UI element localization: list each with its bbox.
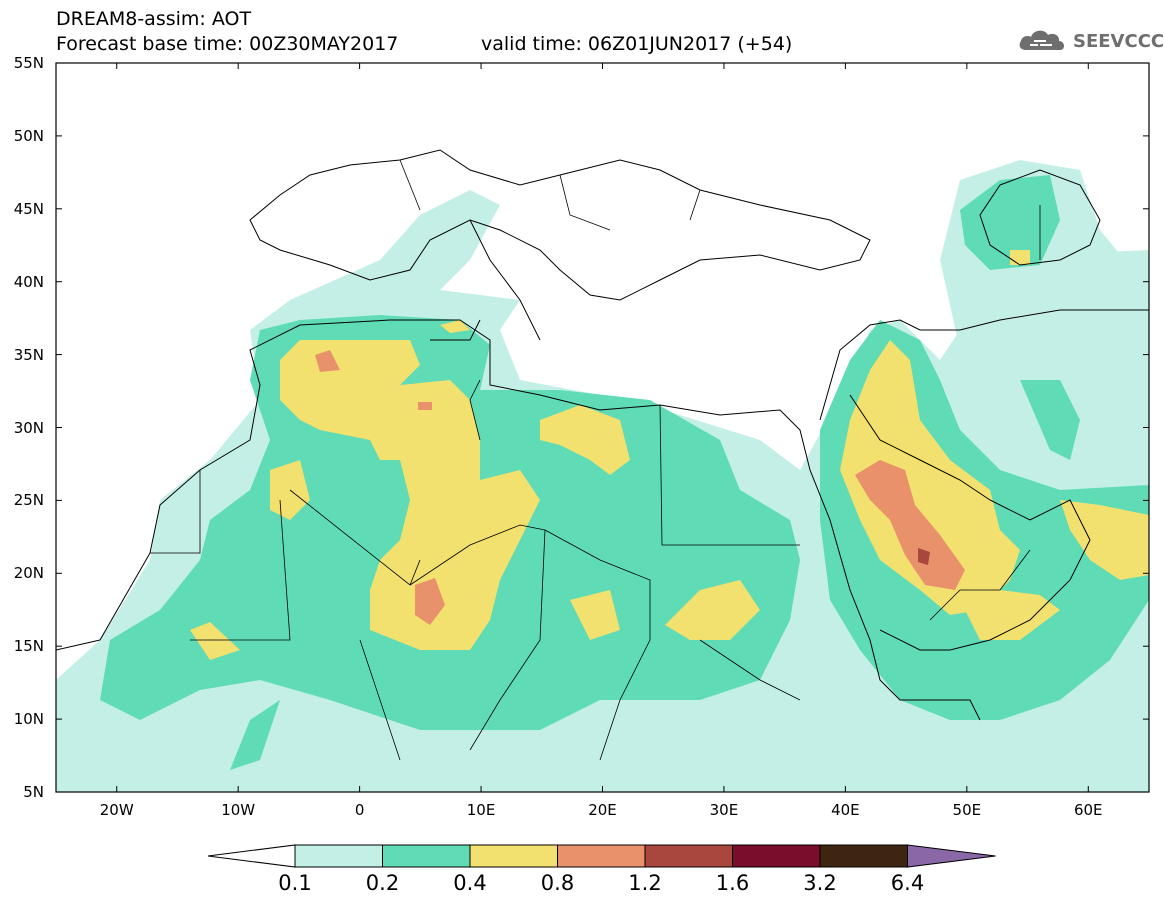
lat-tick-label: 40N: [13, 272, 44, 291]
map-title: DREAM8-assim: AOT: [56, 8, 252, 30]
colorbar-label: 3.2: [803, 871, 837, 895]
aot-band-1-2: [918, 548, 930, 565]
lat-tick-label: 5N: [23, 783, 44, 801]
lon-tick-label: 20W: [99, 801, 134, 819]
lat-tick-label: 10N: [13, 710, 44, 729]
lat-tick-label: 20N: [13, 564, 44, 583]
axis-ticks: [56, 62, 1149, 793]
colorbar-high-arrow: [907, 844, 996, 868]
lon-tick-label: 30E: [709, 801, 739, 819]
colorbar-cell: [382, 844, 471, 868]
colorbar-label: 0.1: [278, 871, 312, 895]
colorbar-cell: [819, 844, 908, 868]
colorbar-label: 0.8: [540, 871, 575, 895]
lon-tick-label: 10W: [221, 801, 256, 819]
lat-tick-label: 55N: [13, 54, 44, 72]
lon-tick-label: 50E: [952, 801, 982, 819]
lat-tick-label: 45N: [13, 199, 44, 218]
colorbar-cell: [294, 844, 383, 868]
colorbar-label: 6.4: [890, 871, 925, 895]
country-borders: [150, 159, 1041, 761]
colorbar-cell: [557, 844, 646, 868]
lon-tick-label: 40E: [831, 801, 860, 819]
cloud-logo-icon: [1019, 30, 1065, 50]
lat-tick-label: 50N: [13, 126, 44, 145]
colorbar-low-arrow: [207, 844, 296, 868]
colorbar-label: 1.6: [715, 871, 750, 895]
colorbar-cell: [469, 844, 558, 868]
coastlines: [56, 149, 1149, 721]
lon-tick-label: 10E: [466, 801, 496, 819]
colorbar-label: 0.4: [453, 871, 487, 895]
lat-tick-label: 30N: [13, 418, 44, 437]
colorbar-label: 1.2: [628, 871, 662, 895]
logo-text: SEEVCCC: [1073, 31, 1165, 52]
forecast-base-time: Forecast base time: 00Z30MAY2017: [56, 33, 399, 55]
colorbar-label: 0.2: [365, 871, 400, 895]
lat-tick-label: 25N: [13, 491, 44, 510]
lat-tick-label: 15N: [13, 637, 44, 656]
colorbar-cell: [732, 844, 821, 868]
valid-time: valid time: 06Z01JUN2017 (+54): [481, 33, 793, 55]
lon-tick-label: 20E: [588, 801, 617, 819]
lon-tick-label: 0: [354, 801, 365, 819]
colorbar-cell: [644, 844, 733, 868]
aot-band-0-8: [315, 350, 965, 625]
lon-tick-label: 60E: [1073, 801, 1103, 819]
lat-tick-label: 35N: [13, 345, 44, 364]
